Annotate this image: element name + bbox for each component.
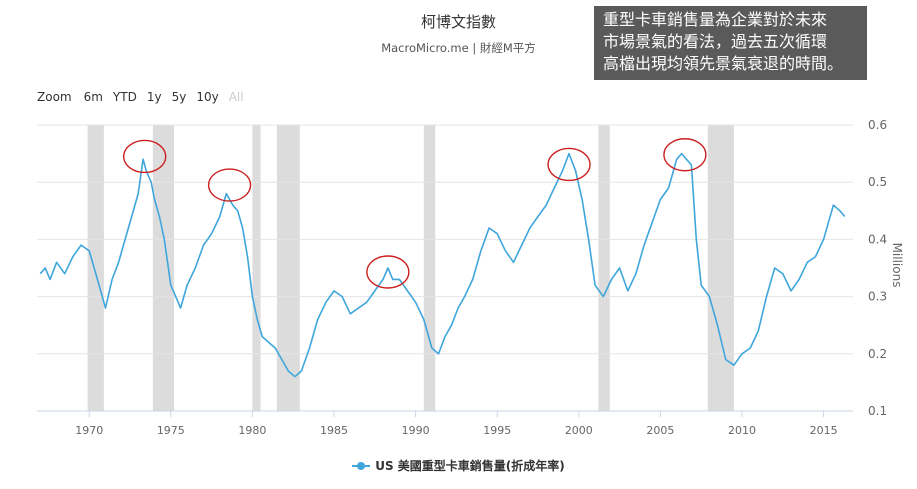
recession-band xyxy=(276,125,300,411)
annotation-box: 重型卡車銷售量為企業對於未來 市場景氣的看法，過去五次循環 高檔出現均領先景氣衰… xyxy=(594,6,867,80)
legend[interactable]: US 美國重型卡車銷售量(折成年率) xyxy=(0,457,917,474)
zoom-6m-button[interactable]: 6m xyxy=(83,90,103,104)
y-axis-label: Millions xyxy=(890,243,904,288)
x-tick-label: 2005 xyxy=(646,424,674,437)
grid-lines xyxy=(37,124,853,355)
x-tick-label: 1985 xyxy=(320,424,348,437)
highlight-circles xyxy=(123,138,707,289)
series-line xyxy=(39,152,846,378)
x-tick-label: 2010 xyxy=(728,424,756,437)
recession-band xyxy=(252,125,261,411)
axes: 0.1 0.2 0.3 0.4 0.5 0.6 1970 1975 1980 1985 1990 19… xyxy=(37,118,887,437)
x-tick-label: 1970 xyxy=(75,424,103,437)
recession-band xyxy=(87,125,104,411)
y-tick-label: 0.4 xyxy=(868,232,887,246)
zoom-1y-button[interactable]: 1y xyxy=(146,90,162,104)
highlight-circle xyxy=(207,168,252,202)
zoom-controls: Zoom 6m YTD 1y 5y 10y All xyxy=(37,90,244,104)
y-tick-label: 0.1 xyxy=(868,404,887,418)
annotation-line: 市場景氣的看法，過去五次循環 xyxy=(603,32,828,51)
zoom-5y-button[interactable]: 5y xyxy=(171,90,187,104)
zoom-ytd-button[interactable]: YTD xyxy=(112,90,137,104)
y-tick-label: 0.3 xyxy=(868,290,887,304)
annotation-line: 高檔出現均領先景氣衰退的時間。 xyxy=(603,54,844,73)
zoom-label: Zoom xyxy=(37,90,72,104)
x-tick-label: 2000 xyxy=(565,424,593,437)
y-tick-label: 0.2 xyxy=(868,347,887,361)
recession-band xyxy=(423,125,436,411)
x-tick-label: 1995 xyxy=(483,424,511,437)
recession-band xyxy=(707,125,734,411)
recession-band xyxy=(152,125,175,411)
x-tick-label: 1975 xyxy=(157,424,185,437)
annotation-line: 重型卡車銷售量為企業對於未來 xyxy=(603,10,828,29)
highlight-circle xyxy=(663,138,707,172)
x-tick-label: 1990 xyxy=(402,424,430,437)
recession-bands xyxy=(87,125,734,411)
legend-label[interactable]: US 美國重型卡車銷售量(折成年率) xyxy=(375,459,565,473)
highlight-circle xyxy=(123,139,167,174)
y-tick-label: 0.5 xyxy=(868,175,887,189)
series-layer[interactable] xyxy=(39,152,846,378)
zoom-all-button[interactable]: All xyxy=(228,90,244,104)
highlight-circle xyxy=(547,147,591,182)
x-tick-label: 2015 xyxy=(810,424,838,437)
chart-title: 柯博文指數 xyxy=(420,13,496,31)
zoom-10y-button[interactable]: 10y xyxy=(196,90,219,104)
chart-subtitle: MacroMicro.me | 財經M平方 xyxy=(381,41,536,55)
legend-swatch-icon xyxy=(352,460,371,472)
recession-band xyxy=(598,125,610,411)
x-tick-label: 1980 xyxy=(238,424,266,437)
y-tick-label: 0.6 xyxy=(868,118,887,132)
highlight-circle xyxy=(366,255,410,289)
